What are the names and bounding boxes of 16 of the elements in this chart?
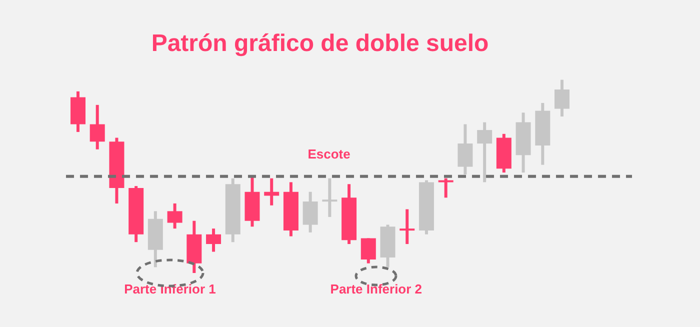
candlestick (90, 104, 105, 150)
candlestick (264, 178, 280, 206)
candlestick (477, 122, 492, 182)
candlestick (206, 228, 222, 252)
candlestick (438, 178, 454, 198)
text: Parte Inferior 1 (124, 282, 216, 297)
candlestick (360, 238, 376, 264)
candlestick (322, 178, 338, 217)
candlestick (167, 203, 182, 229)
chart-title: Patrón gráfico de doble suelo (151, 30, 489, 58)
candlestick (554, 80, 570, 117)
candlestick (400, 209, 415, 244)
text: Parte Inferior 2 (330, 282, 422, 297)
ref-line-label: Escote (308, 146, 350, 162)
candlestick (458, 124, 473, 174)
candlestick (302, 192, 318, 232)
